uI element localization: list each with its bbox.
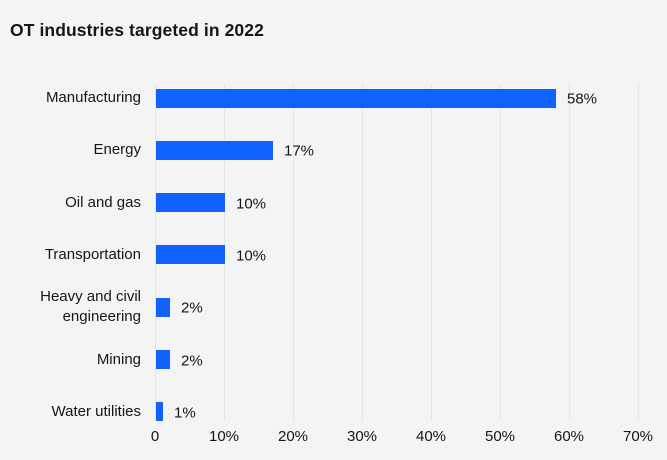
gridline [155,83,156,420]
x-tick-label: 50% [484,428,516,445]
bar [156,402,163,422]
bar [156,245,225,265]
x-tick-label: 60% [553,428,585,445]
category-label: Manufacturing [45,89,141,106]
gridline [293,83,294,420]
x-tick-label: 70% [622,428,654,445]
gridline [362,83,363,420]
value-label: 2% [181,352,203,370]
value-label: 1% [174,404,196,422]
bar [156,297,170,317]
value-label: 10% [236,195,267,213]
category-label: Transportation [44,245,141,263]
value-label: 17% [284,142,315,160]
x-tick-label: 0 [150,428,160,445]
value-label: 10% [236,247,267,265]
value-label: 58% [567,90,598,108]
value-label: 2% [181,299,203,317]
bar [156,193,225,213]
gridline [500,83,501,420]
x-tick-label: 40% [415,428,447,445]
category-label: Oil and gas [65,193,141,211]
bar [156,88,556,108]
category-label: Energy [93,141,141,159]
x-tick-label: 10% [208,428,240,445]
category-label: Water utilities [51,402,141,420]
bar [156,350,170,370]
x-tick-label: 20% [277,428,309,445]
gridline [569,83,570,420]
category-label: Mining [96,350,141,368]
gridline [431,83,432,420]
gridline [638,83,639,420]
category-label: Heavy and civil engineering [40,288,141,326]
chart-title: OT industries targeted in 2022 [10,20,264,40]
x-tick-label: 30% [346,428,378,445]
bar [156,140,273,160]
